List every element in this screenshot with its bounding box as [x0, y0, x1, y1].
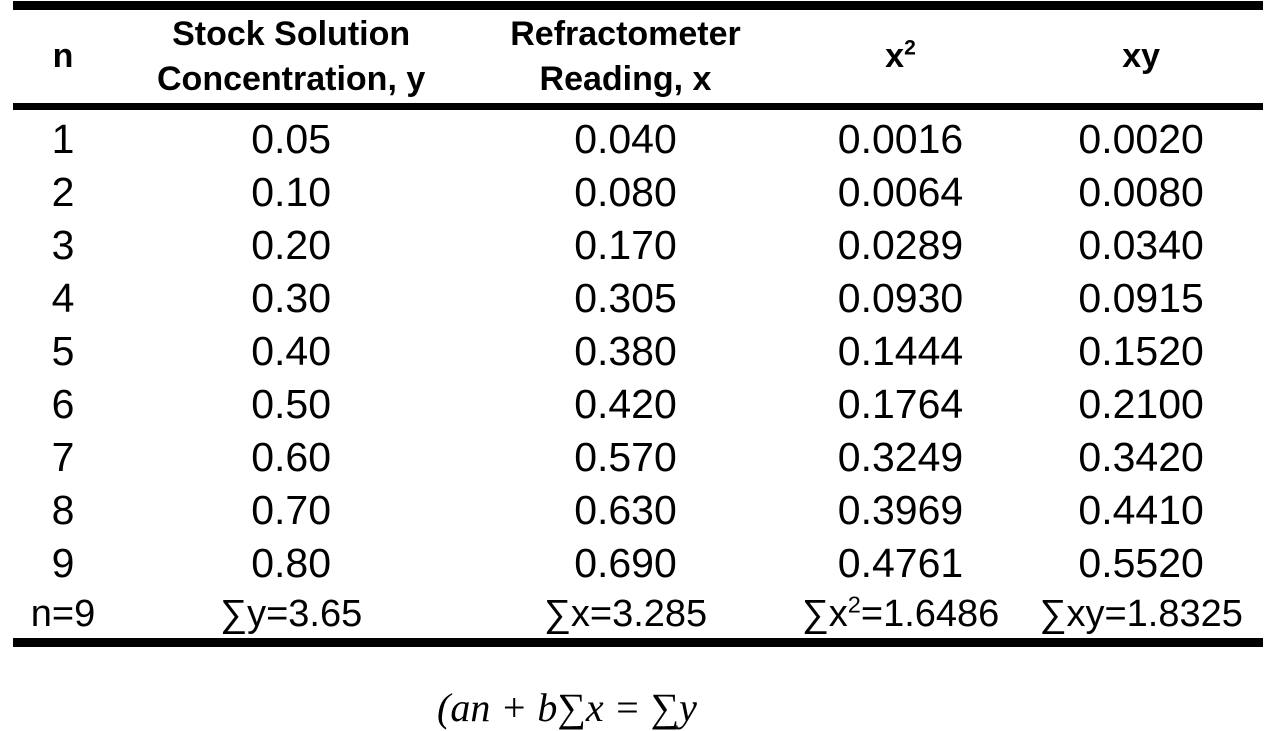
- cell-x: 0.305: [574, 275, 677, 321]
- cell-xy: 0.4410: [1078, 487, 1204, 533]
- cell-x: 0.630: [574, 487, 677, 533]
- table-row: 1 0.05 0.040 0.0016 0.0020: [13, 113, 1263, 166]
- cell-n: 5: [51, 328, 75, 374]
- cell-x2: 0.3969: [837, 487, 964, 533]
- cell-x: 0.420: [574, 381, 677, 427]
- table-row: 4 0.30 0.305 0.0930 0.0915: [13, 272, 1263, 325]
- cell-xy: 0.3420: [1078, 434, 1204, 480]
- normal-equation-text: (an + b∑x = ∑y: [437, 685, 697, 730]
- table-row: 3 0.20 0.170 0.0289 0.0340: [13, 219, 1263, 272]
- col-header-stock-solution-concentration-y: Stock Solution Concentration, y: [113, 10, 469, 103]
- cell-xy: 0.5520: [1078, 540, 1204, 586]
- col-header-superscript: 2: [904, 36, 916, 60]
- cell-x2: 0.4761: [837, 540, 964, 586]
- col-header-label: Refractometer: [510, 14, 741, 53]
- cell-xy: 0.0915: [1078, 275, 1204, 321]
- cell-n: 1: [51, 116, 75, 162]
- col-header-label: xy: [1122, 37, 1161, 75]
- cell-xy: 0.2100: [1078, 381, 1204, 427]
- table-header-row: n Stock Solution Concentration, y Refrac…: [13, 10, 1263, 110]
- col-header-label-line2: Reading, x: [539, 59, 712, 98]
- summary-cell-sum-y: ∑y=3.65: [220, 592, 363, 635]
- cell-n: 6: [51, 381, 75, 427]
- cell-y: 0.20: [251, 222, 332, 268]
- cell-x2: 0.0930: [837, 275, 964, 321]
- col-header-xy: xy: [1019, 10, 1263, 103]
- cell-y: 0.40: [251, 328, 332, 374]
- normal-equation: (an + b∑x = ∑y: [437, 684, 697, 731]
- cell-y: 0.60: [251, 434, 332, 480]
- col-header-label: x: [885, 37, 905, 75]
- summary-cell-n: n=9: [30, 592, 96, 635]
- table-row: 9 0.80 0.690 0.4761 0.5520: [13, 537, 1263, 590]
- table-row: 6 0.50 0.420 0.1764 0.2100: [13, 378, 1263, 431]
- cell-y: 0.50: [251, 381, 332, 427]
- cell-xy: 0.0020: [1078, 116, 1204, 162]
- cell-x: 0.040: [574, 116, 677, 162]
- cell-x: 0.570: [574, 434, 677, 480]
- table-row: 2 0.10 0.080 0.0064 0.0080: [13, 166, 1263, 219]
- cell-y: 0.30: [251, 275, 332, 321]
- cell-x: 0.690: [574, 540, 677, 586]
- cell-y: 0.10: [251, 169, 332, 215]
- cell-x2: 0.1764: [837, 381, 964, 427]
- col-header-label: n: [52, 37, 74, 75]
- cell-x2: 0.1444: [837, 328, 964, 374]
- cell-x2: 0.3249: [837, 434, 964, 480]
- col-header-refractometer-reading-x: Refractometer Reading, x: [469, 10, 782, 103]
- col-header-label-line2: Concentration, y: [157, 59, 426, 98]
- cell-n: 3: [51, 222, 75, 268]
- cell-x2: 0.0289: [837, 222, 964, 268]
- summary-cell-sum-x2: ∑x2=1.6486: [801, 590, 1000, 635]
- table-summary-row: n=9 ∑y=3.65 ∑x=3.285 ∑x2=1.6486 ∑xy=1.83…: [13, 590, 1263, 638]
- cell-n: 4: [51, 275, 75, 321]
- cell-x2: 0.0064: [837, 169, 964, 215]
- cell-xy: 0.0340: [1078, 222, 1204, 268]
- col-header-n: n: [13, 10, 113, 103]
- cell-y: 0.05: [251, 116, 332, 162]
- cell-x: 0.080: [574, 169, 677, 215]
- table-body: 1 0.05 0.040 0.0016 0.0020 2 0.10 0.080 …: [13, 110, 1263, 590]
- cell-x: 0.170: [574, 222, 677, 268]
- cell-n: 7: [51, 434, 75, 480]
- cell-x: 0.380: [574, 328, 677, 374]
- cell-n: 2: [51, 169, 75, 215]
- cell-xy: 0.0080: [1078, 169, 1204, 215]
- col-header-label: Stock Solution: [172, 14, 411, 53]
- summary-cell-sum-x: ∑x=3.285: [543, 592, 708, 635]
- cell-y: 0.70: [251, 487, 332, 533]
- table-row: 5 0.40 0.380 0.1444 0.1520: [13, 325, 1263, 378]
- table-row: 7 0.60 0.570 0.3249 0.3420: [13, 431, 1263, 484]
- cell-n: 8: [51, 487, 75, 533]
- table-row: 8 0.70 0.630 0.3969 0.4410: [13, 484, 1263, 537]
- summary-cell-sum-xy: ∑xy=1.8325: [1039, 592, 1243, 635]
- cell-y: 0.80: [251, 540, 332, 586]
- cell-x2: 0.0016: [837, 116, 964, 162]
- col-header-x-squared: x2: [782, 10, 1020, 103]
- cell-xy: 0.1520: [1078, 328, 1204, 374]
- data-table: n Stock Solution Concentration, y Refrac…: [13, 1, 1263, 647]
- cell-n: 9: [51, 540, 75, 586]
